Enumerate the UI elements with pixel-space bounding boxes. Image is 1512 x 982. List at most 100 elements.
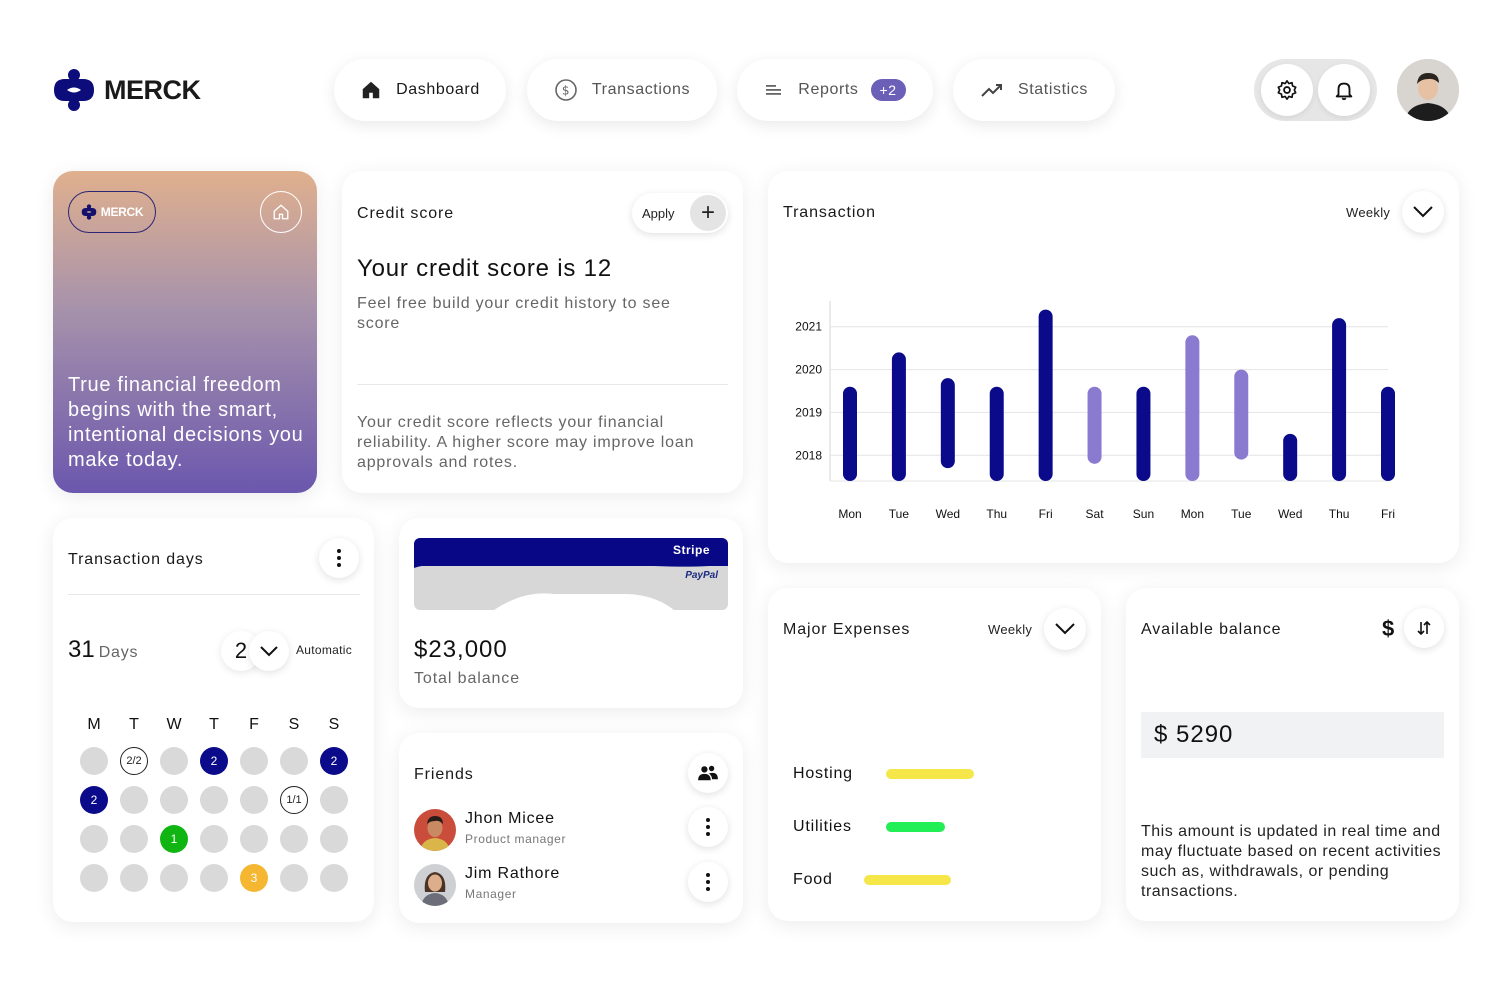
svg-text:$: $ — [562, 84, 570, 98]
calendar-day[interactable] — [160, 786, 188, 814]
chart-bar[interactable] — [1283, 433, 1298, 481]
swap-button[interactable] — [1404, 608, 1444, 648]
currency-symbol: $ — [1382, 616, 1395, 641]
chart-bar[interactable] — [1136, 386, 1151, 481]
calendar-day[interactable] — [320, 786, 348, 814]
calendar-day[interactable]: 1 — [160, 825, 188, 853]
nav-statistics-label: Statistics — [1017, 81, 1088, 98]
friend-row[interactable]: Jhon Micee Product manager — [414, 807, 728, 851]
chart-bar[interactable] — [1332, 318, 1347, 481]
nav-transactions-label: Transactions — [591, 81, 691, 98]
more-dot — [706, 832, 710, 836]
days-stepper[interactable]: 2 — [221, 631, 293, 671]
calendar-day[interactable] — [120, 786, 148, 814]
chart-bar[interactable] — [843, 386, 857, 481]
chart-bar[interactable] — [1038, 309, 1053, 481]
period-dropdown-button[interactable] — [1402, 191, 1444, 233]
transaction-days-menu-button[interactable] — [319, 538, 359, 578]
payment-card-graphic[interactable]: Stripe PayPal — [414, 538, 728, 610]
more-dot — [337, 563, 341, 567]
calendar-day[interactable] — [200, 825, 228, 853]
chevron-down-icon — [1413, 206, 1433, 218]
chart-y-tick: 2018 — [795, 448, 822, 462]
nav-reports[interactable]: Reports +2 — [737, 59, 933, 121]
calendar-day[interactable] — [80, 864, 108, 892]
calendar-day[interactable] — [160, 864, 188, 892]
calendar-day[interactable] — [320, 864, 348, 892]
weekday-label: M — [87, 716, 101, 733]
calendar-day[interactable] — [280, 825, 308, 853]
more-dot — [706, 818, 710, 822]
gear-icon — [1277, 80, 1297, 100]
more-dot — [337, 556, 341, 560]
paypal-label: PayPal — [685, 570, 718, 581]
calendar-day[interactable]: 2 — [80, 786, 108, 814]
chart-x-tick: Mon — [1181, 507, 1204, 521]
merck-logo-icon — [54, 69, 94, 111]
chart-y-tick: 2019 — [795, 405, 822, 419]
expenses-period-label: Weekly — [988, 622, 1033, 637]
chart-bar[interactable] — [940, 378, 955, 469]
list-icon — [766, 85, 782, 95]
calendar-day[interactable] — [80, 825, 108, 853]
settings-button[interactable] — [1260, 64, 1313, 116]
nav-statistics[interactable]: Statistics — [953, 59, 1115, 121]
nav-dashboard-label: Dashboard — [396, 81, 480, 98]
calendar-day[interactable] — [160, 747, 188, 775]
card-wave-shape — [414, 558, 728, 610]
friends-people-button[interactable] — [688, 753, 728, 793]
user-photo-icon — [1397, 59, 1459, 121]
stepper-dropdown-button[interactable] — [249, 631, 289, 671]
chart-y-tick: 2021 — [795, 320, 822, 334]
calendar-day[interactable]: 2/2 — [120, 747, 148, 775]
calendar-day[interactable] — [280, 747, 308, 775]
user-avatar[interactable] — [1397, 59, 1459, 121]
chart-x-tick: Sun — [1133, 507, 1154, 521]
calendar-day[interactable]: 2 — [200, 747, 228, 775]
calendar-day[interactable] — [80, 747, 108, 775]
nav-transactions[interactable]: $ Transactions — [527, 59, 717, 121]
chart-bar[interactable] — [1185, 335, 1200, 481]
calendar-day[interactable] — [200, 786, 228, 814]
calendar-day[interactable] — [120, 864, 148, 892]
chart-x-tick: Thu — [986, 507, 1007, 521]
promo-card: MERCK True financial freedom begins with… — [53, 171, 317, 493]
transaction-bar-chart: 2018 2019 2020 2021 Mon Tue Wed Thu Fri Sat Sun Mon… — [795, 301, 1395, 521]
expenses-period-dropdown[interactable] — [1044, 608, 1086, 650]
chart-bar[interactable] — [1234, 369, 1249, 460]
chart-bar[interactable] — [1381, 386, 1395, 481]
calendar-day[interactable]: 2 — [320, 747, 348, 775]
friend-menu-button[interactable] — [688, 862, 728, 902]
transaction-chart-title: Transaction — [783, 204, 876, 221]
calendar-day[interactable] — [240, 747, 268, 775]
chart-bar[interactable] — [891, 352, 906, 481]
calendar-day[interactable] — [320, 825, 348, 853]
calendar-day[interactable] — [120, 825, 148, 853]
calendar-day[interactable] — [240, 786, 268, 814]
calendar-day[interactable]: 3 — [240, 864, 268, 892]
calendar-day[interactable] — [240, 825, 268, 853]
calendar-day[interactable]: 1/1 — [280, 786, 308, 814]
promo-home-button[interactable] — [260, 191, 302, 233]
credit-score-subtitle: Feel free build your credit history to s… — [357, 295, 671, 332]
chart-bar[interactable] — [1087, 386, 1102, 464]
chart-bar[interactable] — [989, 386, 1004, 481]
calendar-day[interactable] — [280, 864, 308, 892]
more-dot — [706, 825, 710, 829]
expense-label-utilities: Utilities — [793, 818, 852, 835]
calendar-day[interactable] — [200, 864, 228, 892]
automatic-label: Automatic — [296, 643, 353, 657]
friend-menu-button[interactable] — [688, 807, 728, 847]
chart-x-tick: Sat — [1086, 507, 1105, 521]
chart-x-tick: Mon — [838, 507, 861, 521]
chart-x-tick: Wed — [1278, 507, 1302, 521]
notifications-button[interactable] — [1318, 64, 1371, 116]
friend-row[interactable]: Jim Rathore Manager — [414, 862, 728, 906]
apply-button[interactable]: Apply + — [632, 193, 728, 233]
chevron-down-icon — [260, 646, 278, 657]
credit-score-card: Credit score Apply + Your credit score i… — [342, 171, 743, 493]
weekday-label: W — [166, 716, 182, 733]
nav-dashboard[interactable]: Dashboard — [334, 59, 506, 121]
brand-logo[interactable]: MERCK — [52, 68, 201, 112]
